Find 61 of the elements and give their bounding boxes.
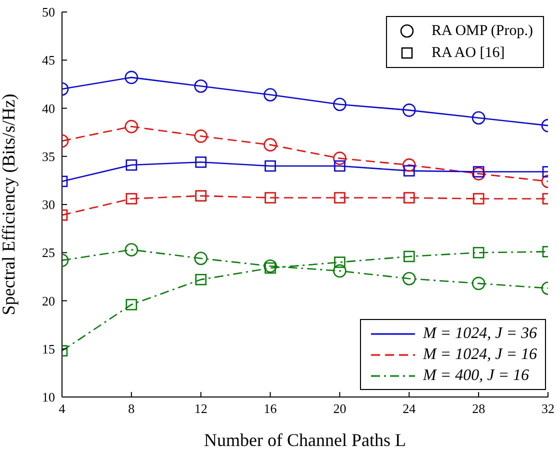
point (334, 192, 346, 204)
point (264, 160, 276, 172)
point (264, 262, 276, 274)
point (472, 111, 486, 125)
point (126, 298, 138, 310)
legend-label: M = 1024, J = 16 (422, 346, 537, 364)
y-tick-label: 25 (42, 245, 55, 260)
point (264, 192, 276, 204)
y-tick-label: 20 (42, 293, 55, 308)
x-tick-label: 32 (542, 401, 554, 416)
y-tick-label: 15 (42, 341, 55, 356)
x-tick-label: 24 (402, 401, 416, 416)
point (264, 138, 277, 152)
legend-label: M = 1024, J = 36 (422, 324, 537, 342)
y-tick-label: 45 (42, 52, 55, 68)
point (195, 274, 207, 286)
point (334, 160, 346, 172)
point (402, 104, 416, 117)
point (403, 250, 415, 262)
y-axis-title: Spectral Efficiency (Bits/s/Hz) (0, 94, 18, 316)
point (126, 193, 138, 204)
point (472, 246, 484, 258)
y-tick-label: 30 (42, 197, 55, 212)
point (126, 159, 138, 171)
point (124, 70, 138, 84)
y-tick-label: 10 (42, 390, 55, 405)
annotation: RA OMP (Prop.) (431, 22, 533, 40)
point (472, 166, 484, 178)
point (194, 252, 208, 266)
point (403, 165, 415, 176)
point (403, 192, 415, 204)
y-tick-label: 50 (42, 4, 55, 20)
x-tick-label: 20 (333, 401, 346, 416)
point (194, 79, 208, 93)
point (124, 120, 138, 134)
point (472, 193, 484, 204)
point (124, 243, 138, 256)
point (195, 156, 207, 168)
point (402, 272, 416, 286)
y-tick-label: 35 (42, 148, 55, 164)
point (264, 88, 277, 102)
x-tick-label: 16 (264, 401, 278, 416)
point (333, 98, 346, 112)
x-tick-label: 8 (128, 401, 135, 416)
point (264, 259, 277, 273)
x-axis-title: Number of Channel Paths L (204, 430, 406, 450)
point (333, 264, 346, 278)
marker-key: RA OMP (Prop.) RA AO [16] (386, 16, 544, 68)
point (402, 158, 416, 172)
point (333, 152, 346, 165)
point (334, 256, 346, 268)
point (195, 190, 207, 202)
point (472, 276, 486, 290)
x-tick-label: 28 (472, 401, 486, 416)
legend-label: M = 400, J = 16 (422, 366, 529, 384)
point (472, 167, 486, 180)
y-tick-label: 40 (42, 100, 55, 116)
x-tick-label: 4 (58, 401, 66, 416)
point (194, 130, 208, 143)
annotation: RA AO [16] (431, 44, 505, 62)
x-tick-label: 12 (194, 401, 208, 416)
